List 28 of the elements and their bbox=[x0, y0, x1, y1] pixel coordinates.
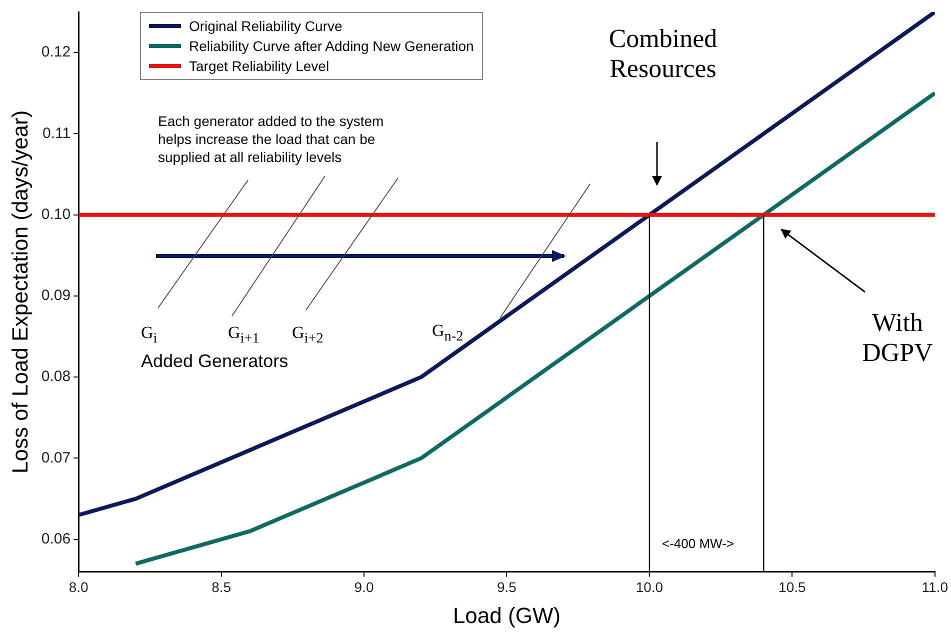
legend-label: Target Reliability Level bbox=[189, 58, 330, 74]
annotation: With DGPV bbox=[861, 308, 934, 368]
y-tick-label: 0.10 bbox=[41, 206, 71, 223]
legend-label: Reliability Curve after Adding New Generation bbox=[189, 38, 474, 54]
y-tick-label: 0.09 bbox=[41, 287, 71, 304]
annotation: G$_{i+2}$ bbox=[292, 322, 324, 348]
legend-label: Original Reliability Curve bbox=[189, 18, 342, 34]
x-tick-label: 8.5 bbox=[212, 579, 232, 596]
annotation: G$_{i}$ bbox=[141, 322, 158, 348]
y-tick-label: 0.11 bbox=[42, 124, 71, 142]
y-tick-label: 0.08 bbox=[41, 368, 71, 386]
annotation: <-400 MW-> bbox=[662, 536, 734, 553]
annotation: G$_{i+1}$ bbox=[228, 322, 260, 348]
x-tick-label: 10.5 bbox=[778, 579, 806, 596]
y-tick-label: 0.06 bbox=[41, 530, 71, 548]
x-axis-title: Load (GW) bbox=[452, 602, 561, 628]
x-tick-label: 11.0 bbox=[922, 579, 948, 596]
annotation: G$_{n-2}$ bbox=[432, 320, 464, 346]
y-tick-label: 0.12 bbox=[41, 44, 71, 61]
annotation: Each generator added to the system helps increase the load that can be supplied at all reliability levels bbox=[158, 112, 385, 167]
y-tick-label: 0.07 bbox=[41, 449, 71, 466]
annotation: Added Generators bbox=[141, 350, 288, 373]
annotation: Combined Resources bbox=[608, 24, 718, 84]
x-tick-label: 8.0 bbox=[68, 579, 89, 596]
x-tick-label: 10.0 bbox=[636, 579, 664, 596]
y-axis-title: Loss of Load Expectation (days/year) bbox=[7, 110, 32, 474]
x-tick-label: 9.0 bbox=[354, 579, 374, 596]
x-tick-label: 9.5 bbox=[497, 579, 517, 596]
